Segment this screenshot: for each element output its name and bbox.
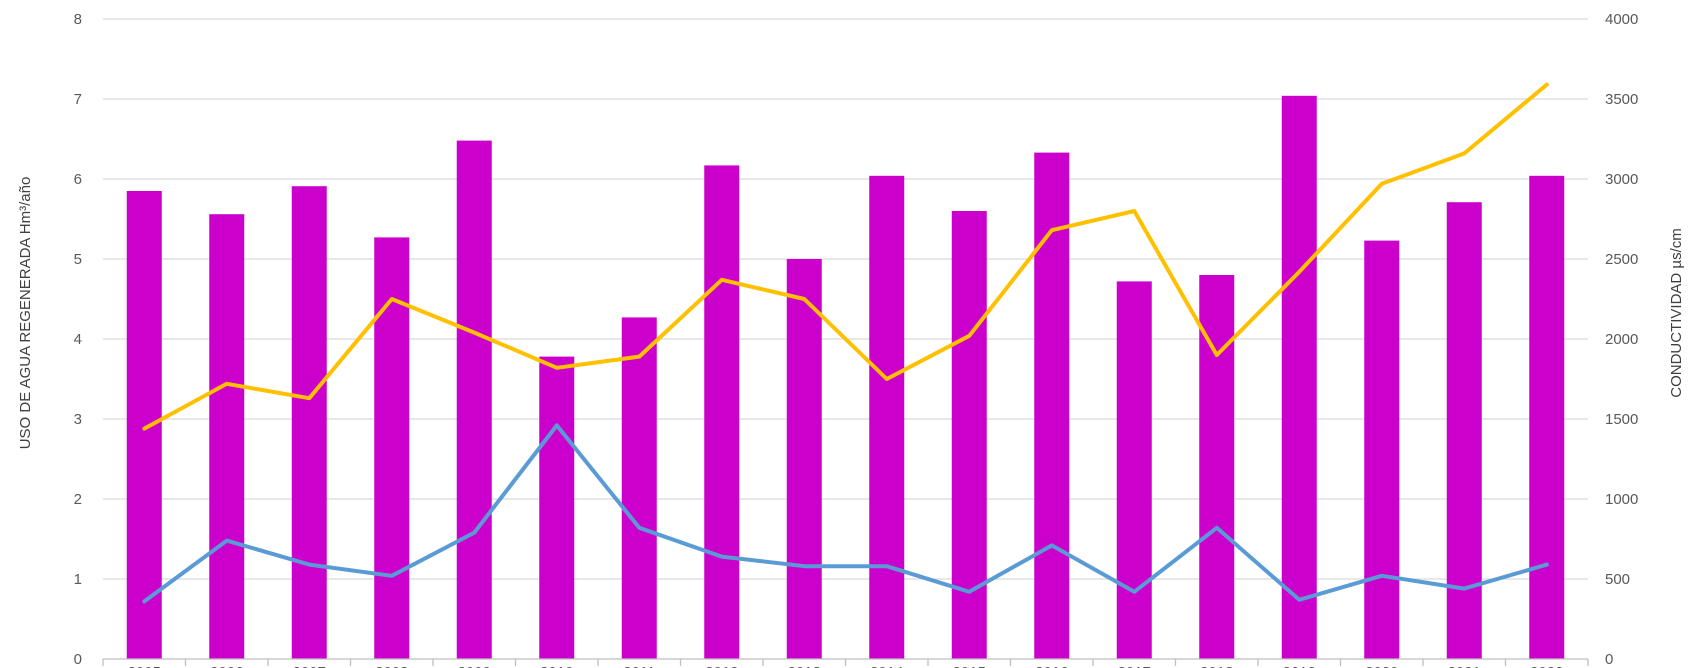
bar xyxy=(1034,152,1070,659)
right-axis-title: CONDUCTIVIDAD µs/cm xyxy=(1668,228,1685,397)
x-tick-label: 2012 xyxy=(705,664,738,668)
x-tick-label: 2022 xyxy=(1530,664,1563,668)
x-axis-ticks: 2005 2006 2007 2008 2009 2010 2011 2012 2013 2014… xyxy=(128,664,1564,668)
x-tick-label: 2008 xyxy=(375,664,408,668)
line-series-1 xyxy=(142,82,1549,431)
y-tick-label: 8 xyxy=(74,11,82,28)
y-tick-label: 2 xyxy=(74,491,82,508)
x-axis xyxy=(102,658,1589,666)
x-tick-label: 2020 xyxy=(1365,664,1398,668)
x-tick-label: 2016 xyxy=(1035,664,1068,668)
bar xyxy=(291,186,327,659)
bar xyxy=(786,259,822,659)
y2-tick-label: 2000 xyxy=(1605,331,1638,348)
bar xyxy=(1446,202,1482,659)
gridlines xyxy=(103,18,1588,580)
bar xyxy=(126,191,162,659)
x-tick-label: 2009 xyxy=(458,664,491,668)
x-tick-label: 2019 xyxy=(1283,664,1316,668)
bar xyxy=(1281,95,1317,660)
x-tick-label: 2006 xyxy=(210,664,243,668)
bar xyxy=(1116,281,1152,659)
bar xyxy=(374,237,410,659)
y2-tick-label: 2500 xyxy=(1605,251,1638,268)
x-tick-label: 2021 xyxy=(1448,664,1481,668)
bar xyxy=(1529,175,1565,660)
y-tick-label: 4 xyxy=(74,331,82,348)
bar xyxy=(621,317,657,659)
y2-tick-label: 500 xyxy=(1605,571,1630,588)
y2-tick-label: 3500 xyxy=(1605,91,1638,108)
y2-tick-label: 1500 xyxy=(1605,411,1638,428)
y-tick-label: 0 xyxy=(74,651,82,668)
x-tick-label: 2005 xyxy=(128,664,161,668)
y2-tick-label: 4000 xyxy=(1605,11,1638,28)
x-tick-label: 2017 xyxy=(1118,664,1151,668)
bar xyxy=(1199,275,1235,659)
bar xyxy=(539,356,575,659)
line-series xyxy=(142,82,1549,604)
left-axis-ticks: 0 1 2 3 4 5 6 7 8 xyxy=(74,11,82,668)
bar xyxy=(869,175,905,660)
bar xyxy=(704,165,740,659)
right-axis-ticks: 0 500 1000 1500 2000 2500 3000 3500 4000 xyxy=(1605,11,1638,668)
bar xyxy=(209,214,245,659)
bar xyxy=(456,140,492,660)
y2-tick-label: 1000 xyxy=(1605,491,1638,508)
x-tick-label: 2010 xyxy=(540,664,573,668)
x-tick-label: 2014 xyxy=(870,664,903,668)
x-tick-label: 2018 xyxy=(1200,664,1233,668)
x-tick-label: 2011 xyxy=(623,664,655,668)
y2-tick-label: 3000 xyxy=(1605,171,1638,188)
bar-series xyxy=(126,95,1565,660)
y-tick-label: 7 xyxy=(74,91,82,108)
y-tick-label: 6 xyxy=(74,171,82,188)
x-tick-label: 2007 xyxy=(293,664,326,668)
line-series-2 xyxy=(142,423,1549,604)
left-axis-title: USO DE AGUA REGENERADA Hm³/año xyxy=(17,177,34,450)
x-tick-label: 2013 xyxy=(788,664,821,668)
y-tick-label: 1 xyxy=(74,571,82,588)
x-tick-label: 2015 xyxy=(953,664,986,668)
y2-tick-label: 0 xyxy=(1605,651,1613,668)
y-tick-label: 5 xyxy=(74,251,82,268)
bar xyxy=(1364,240,1400,659)
y-tick-label: 3 xyxy=(74,411,82,428)
